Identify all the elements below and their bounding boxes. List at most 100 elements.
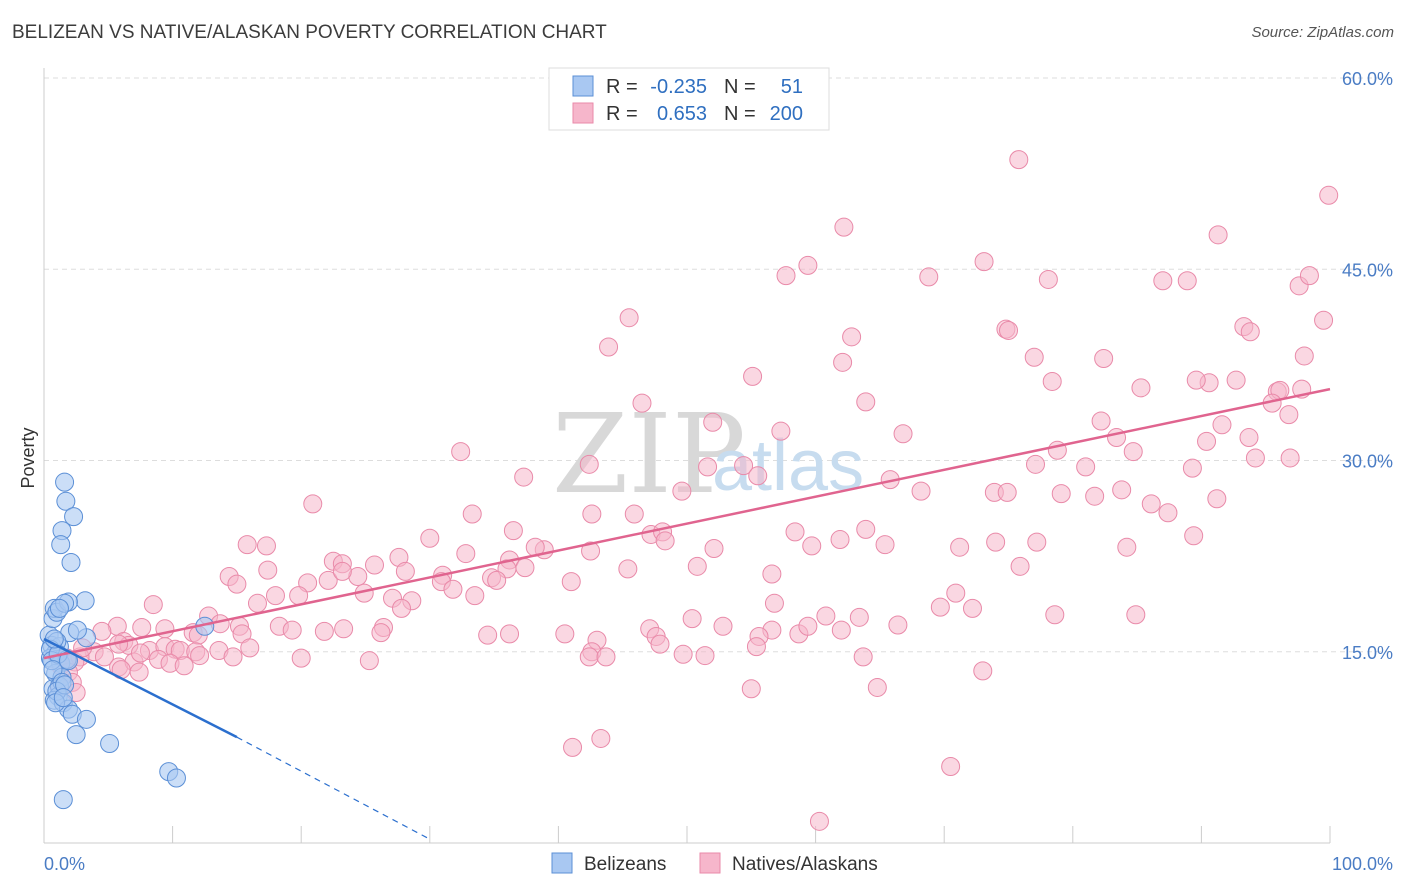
trend-line-belizeans	[43, 637, 238, 739]
point-natives-alaskans	[698, 457, 718, 477]
point-natives-alaskans	[1245, 448, 1265, 468]
point-natives-alaskans	[672, 481, 692, 501]
point-natives-alaskans	[919, 267, 939, 287]
gridlines	[44, 77, 1393, 653]
point-natives-alaskans	[237, 535, 257, 555]
point-natives-alaskans	[240, 638, 260, 658]
point-natives-alaskans	[1239, 428, 1259, 448]
point-natives-alaskans	[514, 467, 534, 487]
y-axis-label: Poverty	[18, 427, 38, 488]
point-natives-alaskans	[785, 522, 805, 542]
point-natives-alaskans	[451, 442, 471, 462]
point-natives-alaskans	[1153, 271, 1173, 291]
point-natives-alaskans	[395, 561, 415, 581]
point-natives-alaskans	[596, 647, 616, 667]
point-natives-alaskans	[314, 621, 334, 641]
point-natives-alaskans	[465, 586, 485, 606]
point-natives-alaskans	[582, 504, 602, 524]
point-natives-alaskans	[842, 327, 862, 347]
point-natives-alaskans	[563, 737, 583, 757]
point-natives-alaskans	[371, 623, 391, 643]
x-tick-labels: 0.0% 100.0%	[44, 854, 1393, 874]
point-natives-alaskans	[515, 558, 535, 578]
point-natives-alaskans	[1182, 458, 1202, 478]
point-natives-alaskans	[911, 481, 931, 501]
point-natives-alaskans	[762, 564, 782, 584]
point-natives-alaskans	[500, 624, 520, 644]
point-natives-alaskans	[849, 607, 869, 627]
point-natives-alaskans	[1117, 537, 1137, 557]
point-natives-alaskans	[282, 620, 302, 640]
point-natives-alaskans	[1177, 271, 1197, 291]
point-belizeans	[53, 790, 73, 810]
point-natives-alaskans	[247, 593, 267, 613]
legend-swatch-belizeans	[572, 75, 594, 97]
point-natives-alaskans	[561, 572, 581, 592]
point-natives-alaskans	[867, 677, 887, 697]
point-natives-alaskans	[673, 644, 693, 664]
point-natives-alaskans	[1009, 150, 1029, 170]
point-natives-alaskans	[130, 643, 150, 663]
y-tick-label: 45.0%	[1342, 260, 1393, 280]
point-natives-alaskans	[856, 519, 876, 539]
point-natives-alaskans	[930, 597, 950, 617]
point-natives-alaskans	[655, 531, 675, 551]
point-natives-alaskans	[888, 615, 908, 635]
point-natives-alaskans	[365, 555, 385, 575]
point-belizeans	[75, 591, 95, 611]
point-natives-alaskans	[1208, 225, 1228, 245]
point-belizeans	[66, 725, 86, 745]
point-natives-alaskans	[997, 482, 1017, 502]
stats-legend-box	[548, 67, 830, 131]
point-natives-alaskans	[129, 662, 149, 682]
point-natives-alaskans	[487, 570, 507, 590]
point-natives-alaskans	[1141, 494, 1161, 514]
point-natives-alaskans	[94, 647, 114, 667]
point-natives-alaskans	[1126, 605, 1146, 625]
point-natives-alaskans	[830, 530, 850, 550]
x-tick-label-max: 100.0%	[1332, 854, 1393, 874]
point-natives-alaskans	[555, 624, 575, 644]
point-natives-alaskans	[1042, 371, 1062, 391]
stats-legend: R = -0.235 N = 51 R = 0.653 N = 200	[548, 67, 830, 131]
point-natives-alaskans	[941, 757, 961, 776]
point-natives-alaskans	[462, 504, 482, 524]
point-natives-alaskans	[143, 595, 163, 615]
point-natives-alaskans	[132, 618, 152, 638]
point-natives-alaskans	[223, 647, 243, 667]
chart-title: BELIZEAN VS NATIVE/ALASKAN POVERTY CORRE…	[12, 22, 607, 43]
legend-r-value-2: 0.653	[657, 103, 707, 125]
point-natives-alaskans	[1294, 346, 1314, 366]
point-natives-alaskans	[1027, 532, 1047, 552]
point-belizeans	[166, 768, 186, 788]
point-natives-alaskans	[503, 521, 523, 541]
point-natives-alaskans	[687, 556, 707, 576]
point-natives-alaskans	[1038, 269, 1058, 289]
point-natives-alaskans	[974, 252, 994, 272]
point-natives-alaskans	[704, 538, 724, 558]
point-natives-alaskans	[650, 634, 670, 654]
point-natives-alaskans	[1184, 526, 1204, 546]
legend-swatch-natives	[572, 102, 594, 124]
point-belizeans	[100, 734, 120, 754]
y-tick-labels: 15.0% 30.0% 45.0% 60.0%	[1342, 69, 1393, 663]
point-belizeans	[53, 688, 73, 708]
point-natives-alaskans	[632, 393, 652, 413]
point-natives-alaskans	[624, 504, 644, 524]
point-belizeans	[64, 507, 84, 527]
legend-r-label-1: R =	[606, 76, 638, 98]
point-natives-alaskans	[776, 266, 796, 286]
legend-r-label-2: R =	[606, 103, 638, 125]
point-natives-alaskans	[950, 537, 970, 557]
point-natives-alaskans	[703, 412, 723, 432]
point-natives-alaskans	[1026, 454, 1046, 474]
x-axis-ticks	[172, 826, 1331, 843]
point-natives-alaskans	[579, 647, 599, 667]
legend-n-label-2: N =	[724, 103, 756, 125]
point-natives-alaskans	[962, 598, 982, 618]
point-natives-alaskans	[174, 656, 194, 676]
trend-line-natives-alaskans	[43, 387, 1331, 660]
legend-n-value-1: 51	[781, 76, 803, 98]
point-natives-alaskans	[764, 593, 784, 613]
point-natives-alaskans	[591, 728, 611, 748]
